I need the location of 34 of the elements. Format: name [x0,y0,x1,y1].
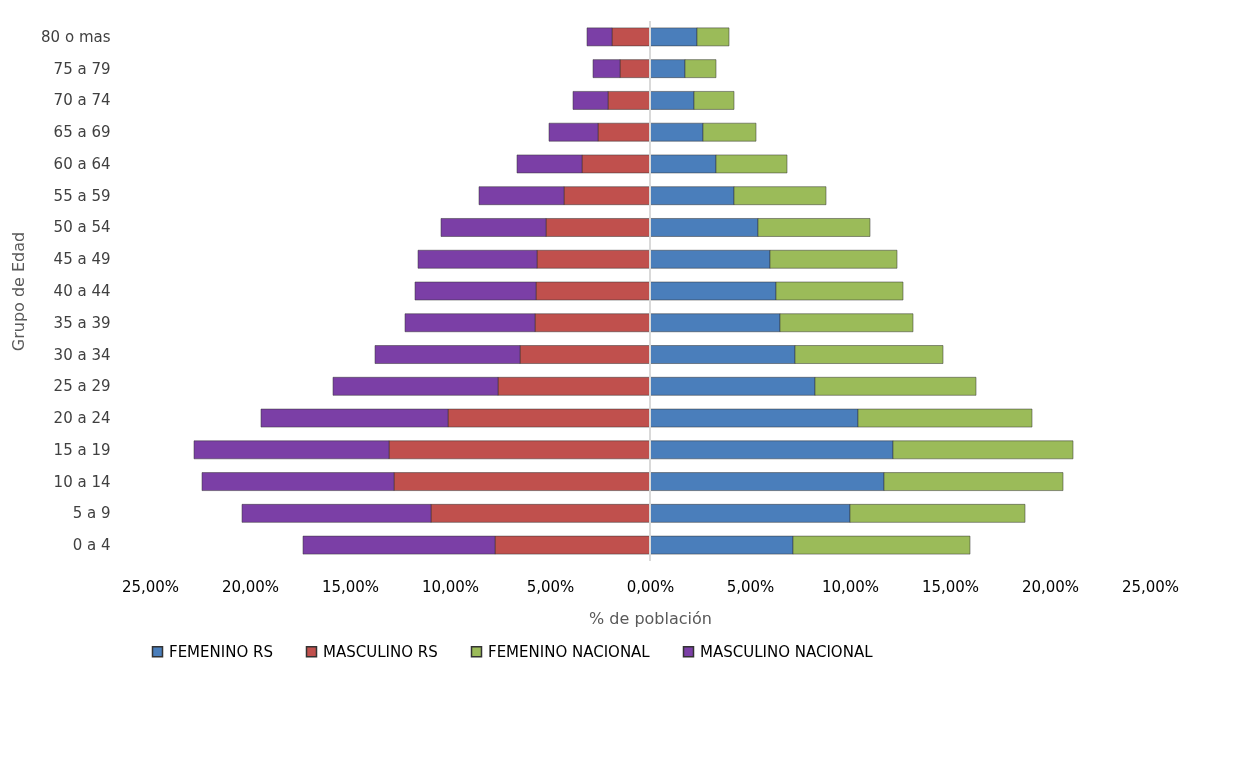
y-axis-title: Grupo de Edad [9,231,29,352]
x-tick-label: 20,00% [1021,577,1080,596]
x-tick-label: 15,00% [321,577,380,596]
y-tick-label: 15 a 19 [53,440,111,459]
y-tick-label: 40 a 44 [53,282,111,300]
x-tick-label: 25,00% [1121,577,1180,596]
x-tick-label: 10,00% [821,577,880,596]
y-tick-label: 50 a 54 [53,218,111,237]
x-tick-label: 25,00% [121,577,180,596]
y-tick-label: 80 o mas [41,27,111,46]
x-tick-label: 15,00% [921,577,980,596]
x-tick-label: 10,00% [421,577,480,596]
legend-label: FEMENINO NACIONAL [488,642,651,661]
legend-label: MASCULINO NACIONAL [700,642,874,661]
x-axis-title: % de población [589,608,712,628]
y-tick-label: 45 a 49 [53,250,111,269]
y-tick-label: 65 a 69 [53,123,111,142]
x-tick-label: 20,00% [221,577,280,596]
y-tick-label: 70 a 74 [53,91,111,110]
y-tick-label: 55 a 59 [53,186,111,205]
legend-label: MASCULINO RS [323,642,438,661]
legend-label: FEMENINO RS [169,642,273,661]
y-tick-label: 25 a 29 [53,377,111,396]
y-tick-label: 30 a 34 [53,345,111,364]
x-tick-label: 5,00% [726,577,775,596]
y-tick-label: 0 a 4 [72,536,111,555]
y-tick-label: 35 a 39 [53,313,111,332]
y-tick-label: 10 a 14 [53,472,111,491]
x-tick-label: 5,00% [526,577,575,596]
y-tick-label: 5 a 9 [72,504,111,523]
y-tick-label: 60 a 64 [53,154,111,173]
y-tick-label: 75 a 79 [53,59,111,78]
y-tick-label: 20 a 24 [53,409,111,428]
x-tick-label: 0,00% [626,577,675,596]
